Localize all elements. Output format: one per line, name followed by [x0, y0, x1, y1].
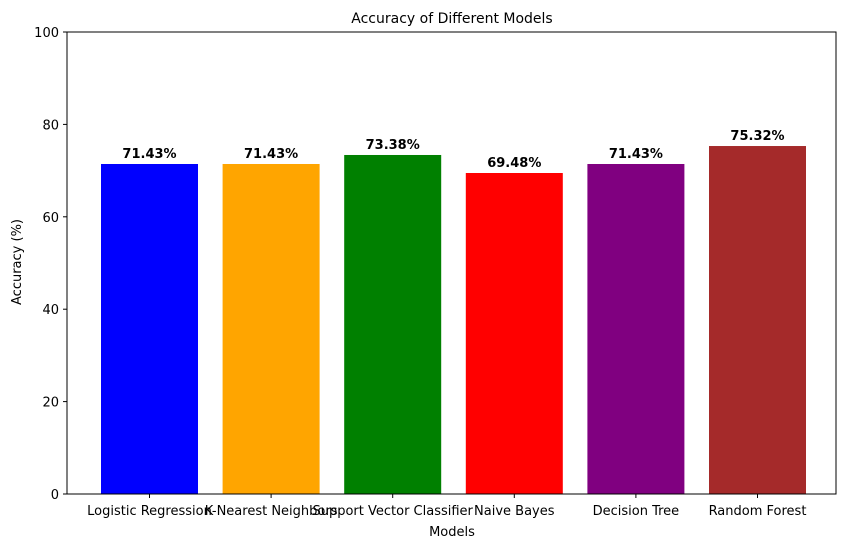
y-tick-label-5: 100 [34, 26, 59, 41]
bar-value-label-2: 73.38% [366, 138, 420, 153]
y-tick-label-4: 80 [42, 118, 59, 133]
bar-value-label-3: 69.48% [487, 156, 541, 171]
x-tick-label-1: K-Nearest Neighbors [205, 504, 338, 519]
bar-value-label-5: 75.32% [730, 129, 784, 144]
y-tick-label-3: 60 [42, 211, 59, 226]
bar-3 [465, 173, 563, 495]
plot-frame [66, 31, 837, 495]
chart-title: Accuracy of Different Models [351, 11, 552, 27]
y-tick-label-1: 20 [42, 396, 59, 411]
bar-value-label-0: 71.43% [122, 147, 176, 162]
x-axis-label: Models [429, 525, 475, 540]
x-tick-label-2: Support Vector Classifier [312, 504, 473, 519]
y-tick-label-2: 40 [42, 303, 59, 318]
y-axis-label: Accuracy (%) [10, 219, 25, 305]
plot-area: 71.43% Logistic Regression 71.43% K-Nearest… [34, 26, 837, 519]
bar-5 [709, 146, 806, 494]
x-tick-label-0: Logistic Regression [87, 504, 212, 519]
y-tick-label-0: 0 [51, 488, 59, 503]
bar-value-label-4: 71.43% [609, 147, 663, 162]
bar-4 [587, 163, 685, 494]
bar-0 [101, 163, 198, 494]
x-tick-label-3: Naive Bayes [474, 504, 555, 519]
x-tick-label-5: Random Forest [709, 504, 807, 519]
x-tick-label-4: Decision Tree [593, 504, 680, 519]
bar-1 [222, 163, 320, 494]
bar-2 [344, 154, 442, 494]
bar-value-label-1: 71.43% [244, 147, 298, 162]
